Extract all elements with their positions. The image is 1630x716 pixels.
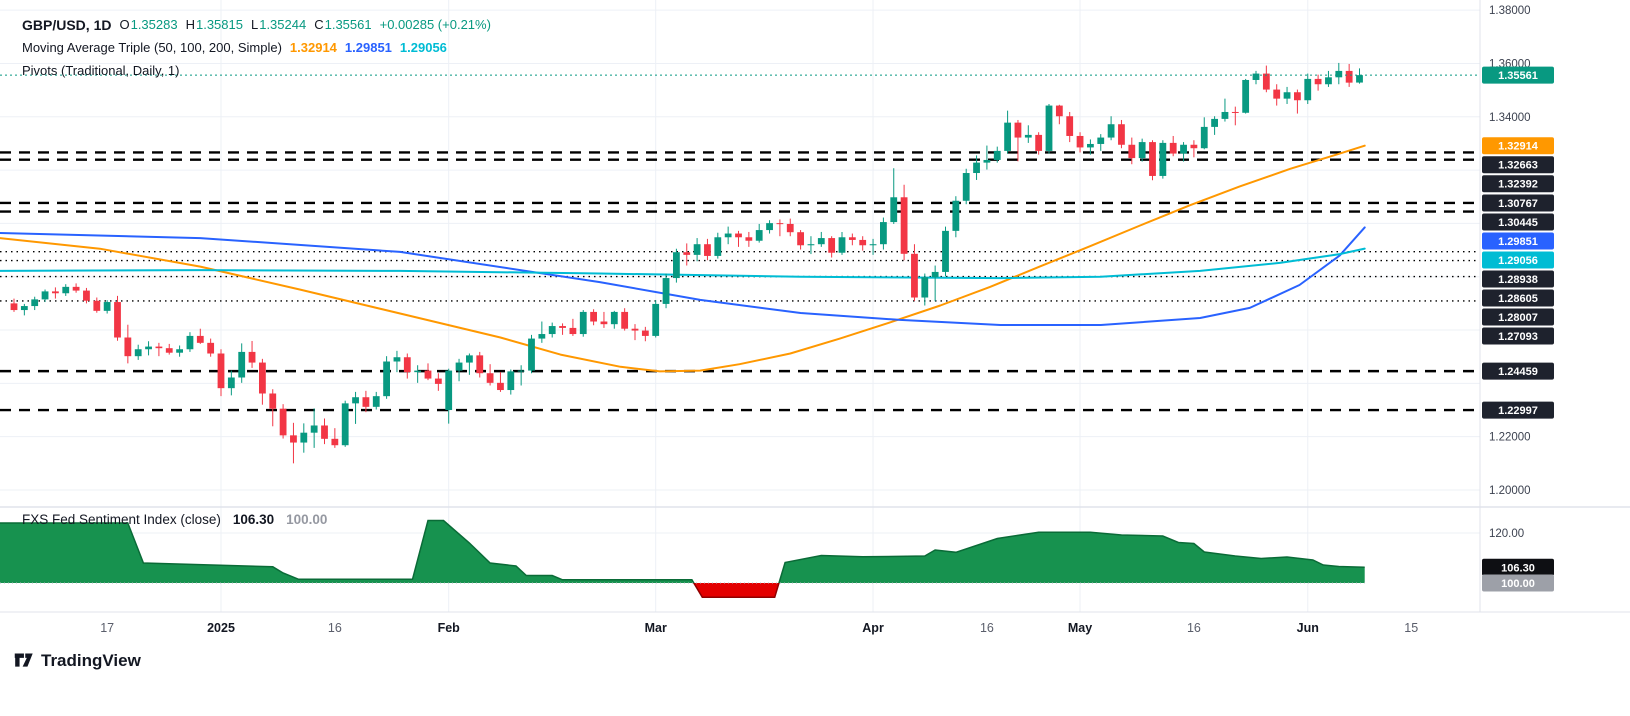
moving-average-lines [0,144,1366,373]
svg-text:1.32914: 1.32914 [1498,141,1539,153]
sentiment-legend: FXS Fed Sentiment Index (close) 106.30 1… [22,512,327,527]
svg-text:16: 16 [1187,621,1201,635]
ohlc-low: L 1.35244 [250,17,307,32]
sentiment-area [0,519,1365,599]
svg-text:15: 15 [1404,621,1418,635]
chart-canvas[interactable]: 1.380001.360001.340001.220001.200001.355… [0,0,1630,648]
pane-separators [0,0,1630,613]
price-axis[interactable] [1480,0,1630,612]
price-axis-badges: 1.35561 1.32914 1.32663 1.32392 1.30767 1.304… [1482,66,1554,419]
svg-text:May: May [1068,621,1092,635]
candlesticks [10,62,1363,464]
time-axis-labels: 17 2025 16 Feb Mar Apr 16 May 16 Jun 15 [100,621,1418,635]
svg-text:1.29851: 1.29851 [1498,236,1538,248]
svg-text:1.32392: 1.32392 [1498,179,1538,191]
ma50-value: 1.32914 [289,40,337,55]
ohlc-open: O 1.35283 [119,17,178,32]
ma200-value: 1.29056 [399,40,447,55]
svg-text:1.28938: 1.28938 [1498,274,1538,286]
symbol-title[interactable]: GBP/USD, 1D [22,16,112,33]
svg-text:1.38000: 1.38000 [1489,5,1531,17]
svg-text:1.24459: 1.24459 [1498,366,1538,378]
svg-text:Mar: Mar [645,621,667,635]
svg-text:Apr: Apr [862,621,884,635]
sentiment-axis-labels: 120.00 106.30 100.00 [1482,528,1554,592]
time-axis[interactable] [0,612,1630,648]
sentiment-value: 106.30 [232,512,275,527]
ohlc-close: C 1.35561 [314,17,372,32]
svg-text:100.00: 100.00 [1501,578,1535,590]
pivots-indicator-title[interactable]: Pivots (Traditional, Daily, 1) [22,63,180,78]
svg-text:1.27093: 1.27093 [1498,331,1538,343]
chart-legend: GBP/USD, 1D O 1.35283 H 1.35815 L 1.35244 C… [22,13,491,82]
svg-text:16: 16 [328,621,342,635]
svg-text:Feb: Feb [438,621,461,635]
svg-text:1.22997: 1.22997 [1498,405,1538,417]
pivots-legend-row: Pivots (Traditional, Daily, 1) [22,59,491,82]
svg-text:1.34000: 1.34000 [1489,112,1531,124]
tradingview-logo-icon [13,650,34,671]
svg-text:1.32663: 1.32663 [1498,160,1538,172]
svg-text:1.30445: 1.30445 [1498,217,1538,229]
svg-text:Jun: Jun [1297,621,1319,635]
svg-text:17: 17 [100,621,114,635]
svg-text:1.22000: 1.22000 [1489,432,1531,444]
svg-text:120.00: 120.00 [1489,528,1524,540]
sentiment-indicator-title[interactable]: FXS Fed Sentiment Index (close) [22,512,221,527]
svg-text:16: 16 [980,621,994,635]
price-axis-labels: 1.380001.360001.340001.220001.20000 [1489,5,1531,497]
symbol-legend-row: GBP/USD, 1D O 1.35283 H 1.35815 L 1.35244 C… [22,13,491,36]
svg-text:1.28007: 1.28007 [1498,312,1538,324]
ma100-value: 1.29851 [344,40,392,55]
svg-text:2025: 2025 [207,621,235,635]
svg-text:1.35561: 1.35561 [1498,70,1538,82]
pivot-lines [0,151,1480,412]
ma-legend-row: Moving Average Triple (50, 100, 200, Sim… [22,36,491,59]
sentiment-baseline: 100.00 [286,512,328,527]
svg-text:1.20000: 1.20000 [1489,485,1531,497]
tradingview-brand-text: TradingView [41,650,141,670]
svg-text:1.28605: 1.28605 [1498,293,1538,305]
price-change: +0.00285 (+0.21%) [379,17,491,32]
ma-indicator-title[interactable]: Moving Average Triple (50, 100, 200, Sim… [22,40,282,55]
ohlc-high: H 1.35815 [185,17,243,32]
tradingview-branding[interactable]: TradingView [13,650,141,671]
svg-text:106.30: 106.30 [1501,562,1535,574]
svg-text:1.29056: 1.29056 [1498,255,1538,267]
svg-text:1.30767: 1.30767 [1498,198,1538,210]
